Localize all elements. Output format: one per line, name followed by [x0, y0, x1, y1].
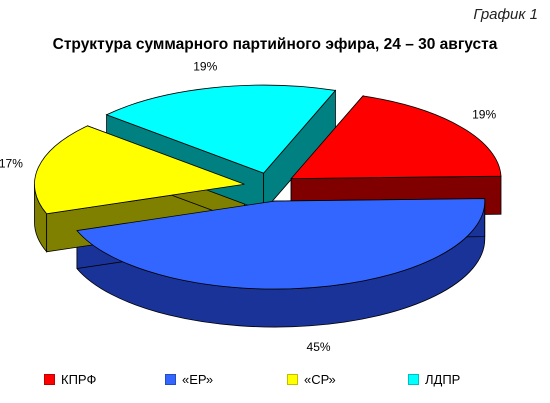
chart-number-label: График 1 — [473, 6, 538, 23]
legend-label-er: «ЕР» — [182, 372, 214, 387]
legend-item-kprf: КПРФ — [44, 372, 96, 387]
pie-label-kprf: 19% — [472, 107, 496, 121]
legend-label-kprf: КПРФ — [61, 372, 97, 387]
pie-slice-er — [76, 198, 486, 290]
legend-label-ldpr: ЛДПР — [425, 372, 461, 387]
legend-swatch-ldpr — [408, 374, 419, 385]
pie-label-sr: 17% — [0, 156, 23, 170]
pie-slice-sr — [34, 125, 245, 215]
legend-swatch-er — [165, 374, 176, 385]
pie-label-er: 45% — [307, 340, 331, 354]
pie-labels: 19% 45% 17% 19% — [0, 59, 496, 354]
legend-item-er: «ЕР» — [165, 372, 213, 387]
pie-slice-kprf — [290, 95, 502, 180]
legend-swatch-sr — [287, 374, 298, 385]
legend-item-sr: «СР» — [287, 372, 336, 387]
legend-item-ldpr: ЛДПР — [408, 372, 460, 387]
chart-title: Структура суммарного партийного эфира, 2… — [52, 36, 498, 53]
legend-label-sr: «СР» — [304, 372, 336, 387]
pie-tops — [34, 84, 502, 290]
pie-label-ldpr: 19% — [193, 59, 217, 73]
legend-swatch-kprf — [44, 374, 55, 385]
legend: КПРФ «ЕР» «СР» ЛДПР — [0, 372, 550, 392]
pie-slice-ldpr — [105, 84, 337, 174]
